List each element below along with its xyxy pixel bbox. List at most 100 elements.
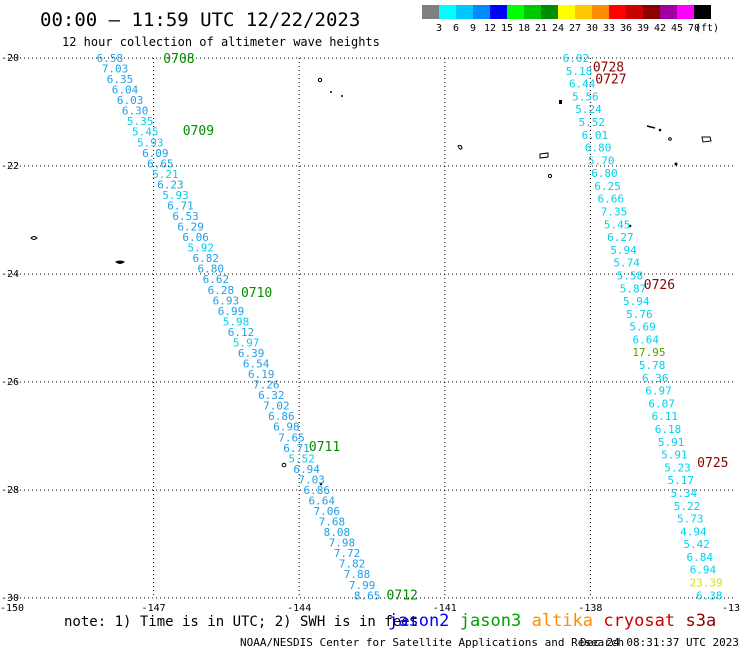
wave-height-value: 6.58 [97,52,124,65]
legend-label: 6 [453,23,459,34]
island-outlines [30,77,712,486]
wave-height-value: 6.84 [687,551,714,564]
wave-height-value: 7.88 [344,568,371,581]
wave-height-value: 6.12 [228,326,255,339]
wave-height-value: 7.99 [349,579,376,592]
wave-height-value: 7.98 [329,537,356,550]
wave-height-value: 6.09 [142,147,169,160]
pass-time-label: 0726 [644,278,675,293]
wave-height-value: 5.93 [137,136,164,149]
footer-note: note: 1) Time is in UTC; 2) SWH is in fe… [64,614,418,630]
wave-height-value: 7.02 [263,400,290,413]
map-grid: -20 -22 -24 -26 -28 -30-150 -147 -144 -141 -138 -1… [0,53,740,614]
wave-height-value: 5.91 [658,436,685,449]
legend-swatch [456,5,473,19]
lat-tick-label: -28 [1,485,19,496]
wave-height-value: 5.97 [233,336,260,349]
wave-height-value: 6.71 [283,442,310,455]
wave-height-value: 6.25 [594,180,621,193]
legend-label: 33 [603,23,615,34]
wave-height-value: 6.29 [177,221,204,234]
lat-tick-label: -24 [1,269,19,280]
wave-height-value: 7.03 [298,473,325,486]
pass-time-label: 0725 [697,456,728,471]
wave-height-value: 5.34 [671,487,698,500]
legend-label: 3 [436,23,442,34]
wave-height-value: 6.86 [303,484,330,497]
wave-height-value: 5.73 [677,513,704,526]
wave-height-value: 6.99 [218,305,245,318]
wave-height-value: 5.78 [639,359,666,372]
pass-time-label: 0710 [241,286,272,301]
wave-height-value: 7.72 [334,547,361,560]
wave-height-value: 6.03 [117,94,144,107]
wave-height-value: 6.71 [167,199,194,212]
wave-height-value: 6.04 [112,84,139,97]
legend-swatch [507,5,524,19]
wave-height-value: 7.65 [278,431,305,444]
wave-height-value: 6.97 [645,385,672,398]
lon-tick-label: -141 [433,603,457,614]
legend-swatch [626,5,643,19]
legend-label: 24 [552,23,564,34]
wave-height-value: 6.64 [309,494,336,507]
wave-height-value: 5.69 [629,321,656,334]
wave-height-value: 5.98 [223,315,250,328]
pass-time-label: 0728 [593,61,624,76]
lat-tick-label: -30 [1,593,19,604]
lon-tick-label: -138 [578,603,602,614]
lon-tick-label: -13 [722,603,740,614]
wave-height-value: 23.39 [690,577,723,590]
wave-height-value: 6.39 [238,347,265,360]
wave-height-value: 6.82 [192,252,219,265]
wave-height-value: 5.23 [664,461,691,474]
header: 00:00 – 11:59 UTC 12/22/2023 12 hour col… [40,9,380,49]
wave-height-value: 5.42 [683,538,710,551]
legend-label: 30 [586,23,598,34]
wave-height-value: 6.11 [652,410,679,423]
lon-tick-label: -150 [0,603,24,614]
wave-height-value: 5.87 [620,282,647,295]
legend-unit: (ft) [695,23,719,34]
pass-time-label: 0712 [387,588,418,603]
wave-height-value: 6.94 [690,564,717,577]
wave-height-value: 5.52 [578,116,605,129]
legend-label: 70 [688,23,700,34]
wave-height-value: 5.45 [604,218,631,231]
legend-swatch [541,5,558,19]
wave-height-value: 4.94 [680,525,707,538]
color-legend: 3 6 9 12 15 18 21 24 27 30 33 36 39 42 45 70(ft) [422,5,719,34]
legend-swatch [592,5,609,19]
wave-height-value: 7.82 [339,558,366,571]
legend-swatch [575,5,592,19]
wave-height-value: 6.44 [569,78,596,91]
lat-tick-label: -20 [1,53,19,64]
wave-height-value: 7.03 [102,63,129,76]
footer: note: 1) Time is in UTC; 2) SWH is in fe… [64,611,739,649]
wave-height-value: 5.18 [566,65,593,78]
wave-height-value: 5.91 [661,449,688,462]
wave-height-value: 5.21 [152,168,179,181]
credit-text: NOAA/NESDIS Center for Satellite Applica… [240,636,624,649]
legend-label: 45 [671,23,683,34]
legend-swatch [694,5,711,19]
wave-height-value: 6.28 [208,284,235,297]
wave-height-value: 6.93 [213,294,240,307]
wave-height-value: 5.35 [127,115,154,128]
satellite-name: jason2 [388,611,449,631]
wave-height-value: 6.54 [243,358,270,371]
wave-height-value: 6.01 [582,129,609,142]
wave-height-value: 6.19 [248,368,275,381]
wave-height-value: 6.80 [198,263,225,276]
legend-label: 21 [535,23,547,34]
generated-timestamp: Dec 24 08:31:37 UTC 2023 [580,636,739,649]
satellite-legend: jason2 jason3 altika cryosat s3a [388,611,716,631]
wave-height-value: 6.38 [696,589,723,602]
wave-height-value: 6.53 [172,210,199,223]
legend-swatch [660,5,677,19]
wave-height-value: 8.08 [324,526,351,539]
wave-height-value: 6.06 [182,231,209,244]
